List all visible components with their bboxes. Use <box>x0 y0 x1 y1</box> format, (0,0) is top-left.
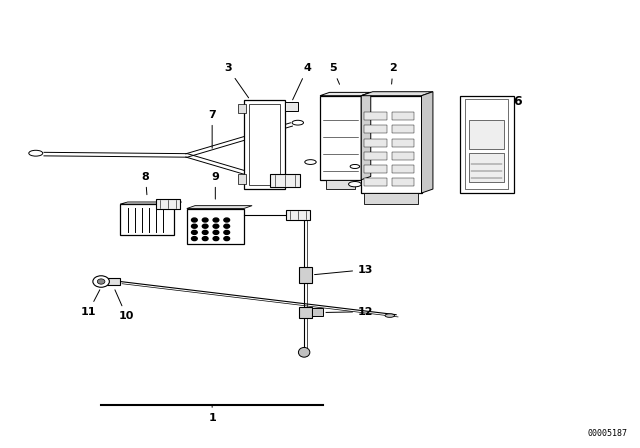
Ellipse shape <box>349 181 361 187</box>
Circle shape <box>224 218 230 222</box>
Bar <box>392 125 414 134</box>
Circle shape <box>191 218 197 222</box>
Text: 12: 12 <box>326 307 374 317</box>
Circle shape <box>191 230 197 234</box>
Circle shape <box>224 230 230 234</box>
Bar <box>469 120 504 149</box>
Circle shape <box>224 224 230 228</box>
Text: 9: 9 <box>211 172 220 199</box>
Bar <box>364 125 387 134</box>
Bar <box>364 165 387 173</box>
Bar <box>364 138 387 146</box>
Ellipse shape <box>305 159 316 164</box>
Bar <box>249 103 280 185</box>
Bar <box>237 174 246 184</box>
Bar <box>460 96 513 193</box>
Bar <box>364 152 387 160</box>
Bar <box>187 208 244 244</box>
Polygon shape <box>120 202 182 204</box>
Bar <box>392 152 414 160</box>
Bar <box>392 112 414 120</box>
Bar <box>364 178 387 186</box>
Circle shape <box>93 276 109 287</box>
Circle shape <box>191 224 197 228</box>
Polygon shape <box>361 92 433 96</box>
FancyBboxPatch shape <box>285 210 310 220</box>
Circle shape <box>224 237 230 241</box>
Bar <box>469 153 504 182</box>
Circle shape <box>213 230 219 234</box>
Bar <box>364 112 387 120</box>
Bar <box>299 307 312 318</box>
Text: 5: 5 <box>329 63 340 84</box>
Text: 4: 4 <box>292 63 311 100</box>
FancyBboxPatch shape <box>156 199 180 209</box>
Ellipse shape <box>350 164 360 168</box>
Bar <box>392 138 414 146</box>
Text: 3: 3 <box>224 63 248 98</box>
Ellipse shape <box>298 348 310 357</box>
Polygon shape <box>320 92 371 96</box>
Bar <box>326 180 355 189</box>
Bar <box>244 100 285 189</box>
Ellipse shape <box>29 150 43 156</box>
Bar <box>392 178 414 186</box>
Text: 8: 8 <box>141 172 149 195</box>
Bar <box>364 193 419 204</box>
Bar <box>108 278 120 285</box>
Polygon shape <box>361 92 371 180</box>
Bar <box>299 267 312 283</box>
Circle shape <box>97 279 105 284</box>
Text: 7: 7 <box>208 110 216 148</box>
Circle shape <box>213 218 219 222</box>
Text: 11: 11 <box>81 290 100 317</box>
Circle shape <box>202 230 208 234</box>
Text: 13: 13 <box>314 265 374 275</box>
FancyBboxPatch shape <box>270 174 300 187</box>
Bar <box>285 102 298 111</box>
Circle shape <box>213 224 219 228</box>
Bar <box>361 96 422 193</box>
Bar <box>392 165 414 173</box>
Text: 10: 10 <box>115 290 134 321</box>
Text: 00005187: 00005187 <box>588 429 628 439</box>
Text: 1: 1 <box>208 405 216 423</box>
Bar <box>237 103 246 113</box>
Ellipse shape <box>292 121 303 125</box>
Text: 6: 6 <box>513 95 522 108</box>
Ellipse shape <box>385 314 394 317</box>
Bar <box>465 99 508 190</box>
Bar <box>312 308 323 316</box>
Circle shape <box>202 218 208 222</box>
Polygon shape <box>187 206 252 208</box>
Circle shape <box>202 237 208 241</box>
Circle shape <box>213 237 219 241</box>
Text: 2: 2 <box>389 63 397 84</box>
Polygon shape <box>422 92 433 193</box>
Bar <box>320 96 361 180</box>
Circle shape <box>191 237 197 241</box>
Bar <box>120 204 174 235</box>
Circle shape <box>202 224 208 228</box>
